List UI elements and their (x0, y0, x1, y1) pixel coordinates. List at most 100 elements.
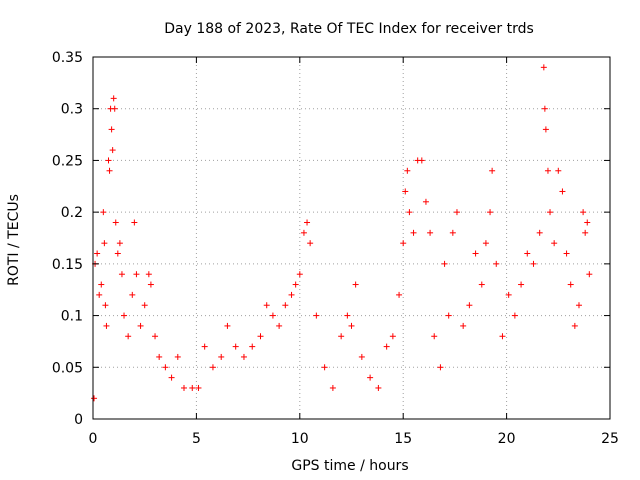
data-point (418, 157, 425, 164)
data-point (249, 343, 256, 350)
data-point (116, 240, 123, 247)
data-point (224, 322, 231, 329)
data-point (105, 157, 112, 164)
data-point (453, 209, 460, 216)
data-point (427, 229, 434, 236)
data-point (344, 312, 351, 319)
data-point (431, 333, 438, 340)
data-point (133, 271, 140, 278)
data-point (162, 364, 169, 371)
data-point (540, 64, 547, 71)
data-point (499, 333, 506, 340)
data-point (152, 333, 159, 340)
data-point (307, 240, 314, 247)
data-point (410, 229, 417, 236)
data-point (118, 271, 125, 278)
data-point (449, 229, 456, 236)
y-tick-label: 0.3 (61, 102, 83, 118)
y-tick-labels: 0 0.05 0.1 0.15 0.2 0.25 0.3 0.35 (52, 50, 83, 428)
data-point (257, 333, 264, 340)
data-point (571, 322, 578, 329)
data-points (91, 64, 593, 402)
data-point (96, 291, 103, 298)
x-axis-label: GPS time / hours (291, 458, 408, 474)
data-point (518, 281, 525, 288)
x-tick-labels: 0 5 10 15 20 25 (89, 431, 619, 447)
data-point (114, 250, 121, 257)
data-point (112, 219, 119, 226)
data-point (276, 322, 283, 329)
data-point (472, 250, 479, 257)
data-point (189, 384, 196, 391)
data-point (240, 353, 247, 360)
data-point (582, 229, 589, 236)
data-point (156, 353, 163, 360)
data-point (296, 271, 303, 278)
data-point (101, 240, 108, 247)
data-point (180, 384, 187, 391)
data-point (300, 229, 307, 236)
data-point (91, 395, 98, 402)
data-point (530, 260, 537, 267)
data-point (437, 364, 444, 371)
data-point (109, 147, 116, 154)
data-point (544, 167, 551, 174)
grid-lines (93, 57, 610, 419)
data-point (125, 333, 132, 340)
data-point (441, 260, 448, 267)
data-point (460, 322, 467, 329)
data-point (348, 322, 355, 329)
y-tick-label: 0.25 (52, 153, 83, 169)
data-point (321, 364, 328, 371)
data-point (232, 343, 239, 350)
y-axis-label: ROTI / TECUs (6, 194, 22, 286)
data-point (563, 250, 570, 257)
data-point (288, 291, 295, 298)
chart-title: Day 188 of 2023, Rate Of TEC Index for r… (164, 21, 534, 37)
data-point (466, 302, 473, 309)
y-tick-label: 0.35 (52, 50, 83, 66)
data-point (313, 312, 320, 319)
axis-ticks (92, 56, 611, 420)
data-point (121, 312, 128, 319)
data-point (396, 291, 403, 298)
plot-frame (92, 56, 611, 420)
data-point (505, 291, 512, 298)
data-point (168, 374, 175, 381)
data-point (304, 219, 311, 226)
data-point (108, 126, 115, 133)
data-point (292, 281, 299, 288)
data-point (111, 105, 118, 112)
data-point (367, 374, 374, 381)
data-point (100, 209, 107, 216)
data-point (131, 219, 138, 226)
data-point (102, 302, 109, 309)
y-tick-label: 0.2 (61, 205, 83, 221)
data-point (542, 126, 549, 133)
data-point (400, 240, 407, 247)
data-point (209, 364, 216, 371)
data-point (541, 105, 548, 112)
data-point (404, 167, 411, 174)
data-point (106, 167, 113, 174)
y-tick-label: 0 (74, 412, 83, 428)
data-point (493, 260, 500, 267)
x-tick-label: 5 (192, 431, 201, 447)
data-point (263, 302, 270, 309)
data-point (406, 209, 413, 216)
x-tick-label: 10 (291, 431, 309, 447)
data-point (389, 333, 396, 340)
data-point (145, 271, 152, 278)
data-point (269, 312, 276, 319)
data-point (98, 281, 105, 288)
data-point (586, 271, 593, 278)
y-tick-label: 0.05 (52, 360, 83, 376)
x-tick-label: 0 (89, 431, 98, 447)
data-point (147, 281, 154, 288)
data-point (489, 167, 496, 174)
data-point (575, 302, 582, 309)
data-point (201, 343, 208, 350)
data-point (195, 384, 202, 391)
x-tick-label: 20 (498, 431, 516, 447)
